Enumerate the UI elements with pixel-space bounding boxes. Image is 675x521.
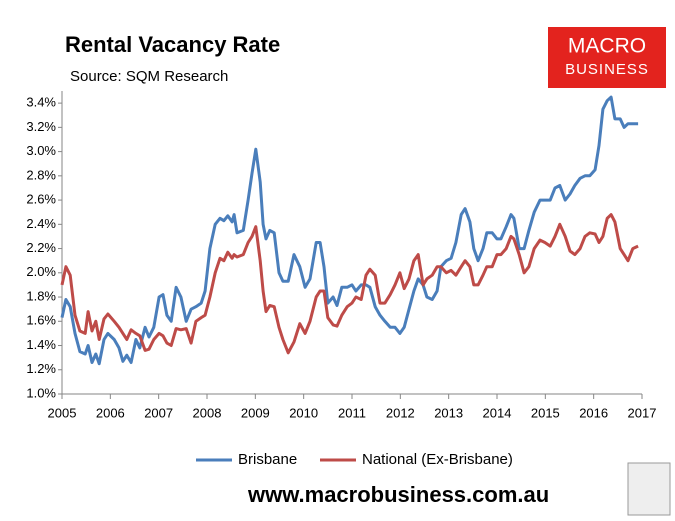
y-tick-label: 3.4% [26, 95, 56, 110]
x-tick-label: 2012 [386, 405, 415, 420]
x-tick-label: 2010 [289, 405, 318, 420]
y-tick-label: 1.4% [26, 337, 56, 352]
logo-icon [627, 462, 671, 516]
x-tick-label: 2013 [434, 405, 463, 420]
x-tick-label: 2014 [483, 405, 512, 420]
logo-box [548, 27, 666, 88]
x-tick-label: 2011 [338, 405, 366, 420]
y-tick-label: 1.8% [26, 288, 56, 303]
x-tick-label: 2005 [48, 405, 77, 420]
y-tick-label: 1.0% [26, 385, 56, 400]
legend-label: Brisbane [238, 451, 297, 468]
y-tick-label: 2.0% [26, 264, 56, 279]
footer: www.macrobusiness.com.au [247, 482, 549, 507]
x-tick-label: 2015 [531, 405, 560, 420]
chart-subtitle: Source: SQM Research [70, 68, 228, 85]
x-tick-label: 2008 [193, 405, 222, 420]
series-line [60, 213, 639, 355]
y-tick-label: 1.6% [26, 313, 56, 328]
x-tick-label: 2009 [241, 405, 270, 420]
y-tick-label: 3.0% [26, 143, 56, 158]
x-tick-label: 2007 [144, 405, 173, 420]
y-tick-label: 2.8% [26, 167, 56, 182]
logo-text: BUSINESS [565, 61, 649, 78]
logo-text: MACRO [568, 35, 646, 58]
series-line [60, 95, 639, 366]
y-tick-label: 2.6% [26, 192, 56, 207]
y-tick-label: 3.2% [26, 119, 56, 134]
x-tick-label: 2017 [628, 405, 657, 420]
x-tick-label: 2006 [96, 405, 125, 420]
chart-title: Rental Vacancy Rate [65, 32, 280, 57]
y-tick-label: 2.4% [26, 216, 56, 231]
legend-label: National (Ex-Brisbane) [362, 451, 513, 468]
y-tick-label: 2.2% [26, 240, 56, 255]
y-tick-label: 1.2% [26, 361, 56, 376]
x-tick-label: 2016 [579, 405, 608, 420]
